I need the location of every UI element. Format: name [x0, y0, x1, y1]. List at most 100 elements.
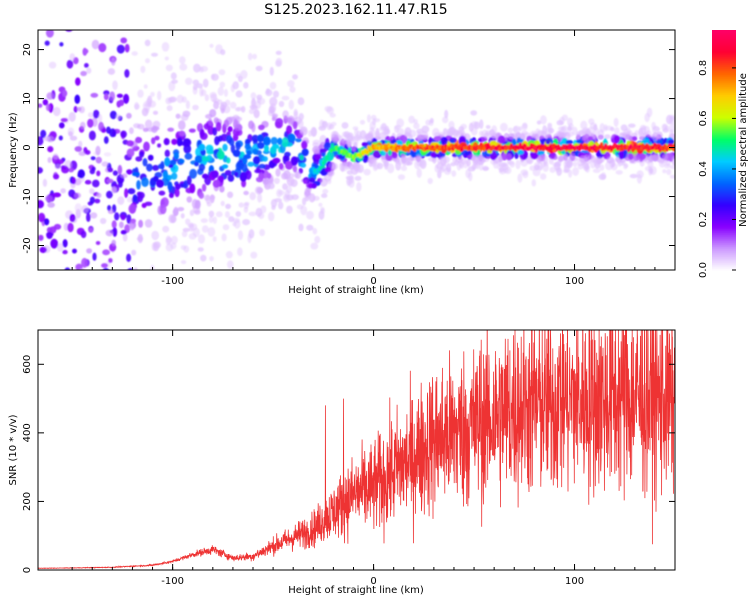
spectrogram-cell: [126, 196, 133, 203]
spectrogram-cell: [301, 140, 308, 150]
spectrogram-cell: [131, 249, 137, 256]
spectrogram-cell: [282, 110, 289, 119]
colorbar-stripe: [712, 84, 736, 87]
colorbar-stripe: [712, 226, 736, 229]
spectrogram-cell: [164, 149, 170, 158]
spectrogram-cell: [613, 135, 621, 144]
spectrogram-cell: [572, 167, 579, 176]
spectrogram-cell: [227, 191, 234, 199]
spectrogram-cell: [212, 216, 217, 224]
colorbar-stripe: [712, 184, 736, 187]
colorbar-stripe: [712, 236, 736, 239]
spectrogram-cell: [438, 131, 446, 137]
spectrogram-cell: [174, 288, 182, 297]
spectrogram-cell: [201, 225, 209, 233]
spectrogram-cell: [291, 194, 299, 201]
colorbar-stripe: [712, 126, 736, 129]
spectrogram-cell: [235, 141, 241, 151]
colorbar-label: Normalized spectral amplitude: [738, 73, 749, 227]
colorbar-stripe: [712, 60, 736, 63]
spectrogram-cell: [669, 174, 675, 179]
spectrogram-cell: [46, 135, 55, 143]
spectrogram-cell: [219, 185, 225, 193]
spectrogram-cell: [124, 43, 130, 53]
spectrogram-cell: [54, 164, 62, 170]
spectrogram-cell: [281, 172, 289, 180]
colorbar-stripe: [712, 92, 736, 95]
spectrogram-cell: [80, 121, 86, 130]
spectrogram-cell: [118, 99, 125, 107]
spectrogram-cell: [340, 165, 345, 172]
spectrogram-cell: [669, 164, 675, 170]
spectrogram-cell: [38, 136, 44, 146]
spectrogram-cell: [55, 272, 59, 279]
spectrogram-cell: [101, 161, 109, 167]
spectrogram-cell: [56, 242, 64, 252]
x-tick-label: 100: [565, 276, 584, 287]
spectrogram-cell: [97, 288, 102, 295]
spectrogram-cell: [413, 122, 420, 130]
spectrogram-cell: [454, 159, 459, 166]
spectrogram-cell: [656, 131, 663, 139]
spectrogram-cell: [470, 110, 478, 116]
spectrogram-cell: [86, 248, 92, 254]
spectrogram-cell: [124, 188, 129, 199]
spectrogram-cell: [87, 118, 94, 128]
y-tick-label: 400: [22, 423, 33, 442]
spectrogram-cell: [217, 86, 224, 96]
spectrogram-cell: [141, 177, 149, 187]
spectrogram-cell: [53, 192, 61, 198]
spectrogram-cell: [351, 146, 357, 152]
spectrogram-cell: [78, 318, 84, 324]
spectrogram-cell: [269, 105, 275, 115]
spectrogram-cell: [241, 106, 246, 113]
spectrogram-cell: [91, 39, 100, 50]
colorbar-stripe: [712, 46, 736, 49]
spectrogram-cell: [292, 74, 298, 80]
spectrogram-cell: [211, 170, 219, 179]
spectrogram-cell: [47, 157, 52, 163]
spectrogram-cell: [126, 253, 132, 262]
colorbar-stripe: [712, 74, 736, 77]
spectrogram-cell: [259, 229, 265, 237]
snr-series-line: [38, 330, 675, 570]
spectrogram-cell: [120, 312, 126, 320]
colorbar-stripe: [712, 182, 736, 185]
spectrogram-cell: [35, 311, 42, 320]
spectrogram-cell: [246, 150, 252, 156]
spectrogram-cell: [400, 165, 408, 171]
spectrogram-cell: [120, 37, 127, 44]
spectrogram-ridge-cell: [421, 143, 425, 149]
spectrogram-cell: [250, 251, 258, 259]
spectrogram-cell: [156, 179, 165, 188]
spectrogram-cell: [203, 123, 211, 130]
spectrogram-cell: [107, 68, 116, 75]
spectrogram-cell: [289, 86, 296, 93]
spectrogram-cell: [548, 127, 555, 134]
colorbar-tick-label: 0.6: [698, 110, 709, 126]
spectrogram-cell: [534, 164, 540, 170]
spectrogram-cell: [106, 190, 113, 199]
colorbar-stripe: [712, 148, 736, 151]
spectrogram-cell: [142, 127, 149, 132]
spectrogram-cell: [341, 162, 348, 167]
y-tick-label: -10: [22, 188, 33, 204]
colorbar-stripe: [712, 144, 736, 147]
spectrogram-cell: [558, 156, 563, 163]
spectrogram-cell: [202, 78, 209, 88]
spectrogram-cell: [84, 150, 91, 155]
spectrogram-cell: [132, 194, 138, 202]
spectrogram-cell: [396, 128, 405, 136]
spectrogram-cell: [357, 164, 364, 173]
spectrogram-cell: [243, 82, 249, 89]
spectrogram-cell: [314, 153, 322, 161]
spectrogram-cell: [127, 316, 133, 325]
colorbar-stripe: [712, 90, 736, 93]
spectrogram-cell: [249, 104, 258, 110]
spectrogram-cell: [287, 133, 296, 143]
spectrogram-cell: [578, 129, 585, 136]
spectrogram-cell: [84, 63, 89, 68]
spectrogram-cell: [421, 125, 430, 133]
spectrogram-cell: [84, 21, 89, 29]
spectrogram-cell: [212, 127, 218, 136]
